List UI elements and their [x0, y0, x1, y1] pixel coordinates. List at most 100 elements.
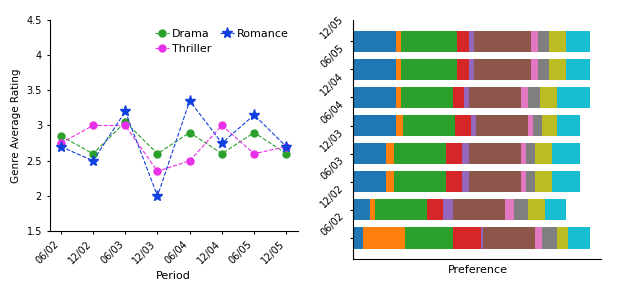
Romance	[154, 194, 161, 198]
Y-axis label: Genre Average Rating: Genre Average Rating	[11, 68, 21, 183]
Romance	[218, 142, 226, 145]
Bar	[535, 228, 542, 248]
Thriller	[154, 169, 161, 173]
Bar	[540, 87, 557, 108]
Bar	[405, 228, 453, 248]
Bar	[363, 228, 405, 248]
Bar	[535, 171, 552, 192]
Bar	[353, 87, 396, 108]
Drama	[122, 120, 129, 124]
Bar	[353, 31, 396, 52]
Drama	[57, 135, 64, 138]
Bar	[396, 59, 401, 80]
Bar	[370, 199, 374, 221]
Bar	[458, 31, 469, 52]
Bar	[538, 59, 549, 80]
Bar	[526, 171, 535, 192]
Romance	[186, 99, 193, 103]
Bar	[446, 171, 462, 192]
Bar	[484, 228, 535, 248]
Bar	[374, 199, 427, 221]
Thriller	[57, 142, 64, 145]
Romance	[122, 110, 129, 113]
Bar	[353, 199, 370, 221]
Bar	[394, 143, 446, 164]
Bar	[446, 143, 462, 164]
Bar	[401, 31, 458, 52]
Drama	[218, 152, 226, 155]
Bar	[521, 171, 526, 192]
Bar	[533, 115, 542, 136]
Thriller	[186, 159, 193, 162]
Bar	[566, 59, 590, 80]
Bar	[353, 115, 396, 136]
Romance	[89, 159, 97, 162]
Bar	[453, 228, 481, 248]
Bar	[427, 199, 443, 221]
Bar	[396, 87, 401, 108]
Drama	[154, 152, 161, 155]
Bar	[469, 31, 474, 52]
Bar	[514, 199, 528, 221]
Bar	[552, 171, 580, 192]
Romance	[250, 113, 258, 117]
Bar	[528, 87, 540, 108]
Bar	[403, 115, 455, 136]
Bar	[386, 171, 394, 192]
Thriller	[283, 145, 290, 148]
Bar	[549, 59, 566, 80]
Thriller	[122, 124, 129, 127]
Bar	[469, 59, 474, 80]
Bar	[453, 87, 464, 108]
Bar	[353, 171, 386, 192]
Drama	[283, 152, 290, 155]
Bar	[528, 199, 545, 221]
Drama	[250, 131, 258, 134]
Bar	[458, 59, 469, 80]
Bar	[469, 143, 521, 164]
Bar	[469, 87, 521, 108]
Bar	[552, 143, 580, 164]
Bar	[505, 199, 514, 221]
Bar	[542, 115, 557, 136]
Line: Romance: Romance	[55, 95, 292, 202]
Bar	[538, 31, 549, 52]
Bar	[396, 31, 401, 52]
Bar	[474, 31, 531, 52]
Bar	[469, 171, 521, 192]
Bar	[443, 199, 453, 221]
Bar	[481, 228, 484, 248]
Thriller	[250, 152, 258, 155]
Bar	[557, 87, 590, 108]
X-axis label: Preference: Preference	[448, 265, 507, 275]
Bar	[401, 87, 453, 108]
Drama	[186, 131, 193, 134]
Bar	[557, 115, 580, 136]
Line: Drama: Drama	[58, 118, 290, 157]
Legend: Drama, Thriller, Romance: Drama, Thriller, Romance	[152, 25, 292, 58]
Bar	[542, 228, 557, 248]
Bar	[549, 31, 566, 52]
Line: Thriller: Thriller	[58, 122, 290, 175]
Bar	[353, 228, 363, 248]
Bar	[453, 199, 505, 221]
Bar	[396, 115, 403, 136]
Bar	[471, 115, 476, 136]
Thriller	[89, 124, 97, 127]
Romance	[57, 145, 64, 148]
Bar	[545, 199, 566, 221]
Bar	[455, 115, 471, 136]
Bar	[464, 87, 469, 108]
Bar	[531, 59, 538, 80]
Bar	[462, 143, 469, 164]
Bar	[386, 143, 394, 164]
Bar	[528, 115, 533, 136]
Bar	[569, 228, 590, 248]
Bar	[353, 143, 386, 164]
Bar	[526, 143, 535, 164]
Bar	[394, 171, 446, 192]
Bar	[521, 143, 526, 164]
Bar	[476, 115, 528, 136]
Bar	[531, 31, 538, 52]
Bar	[535, 143, 552, 164]
